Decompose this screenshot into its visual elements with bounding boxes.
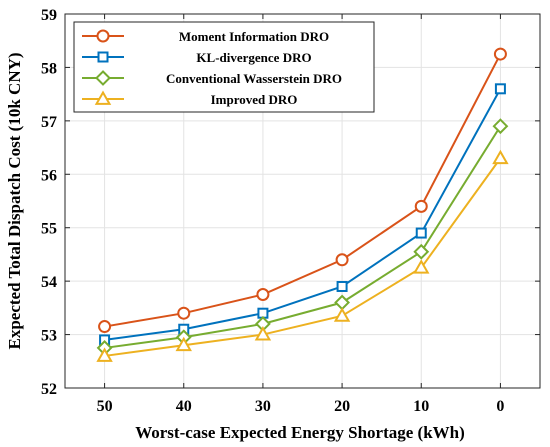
y-tick-label: 53: [41, 328, 57, 345]
data-point: [175, 336, 192, 352]
data-point: [335, 253, 349, 267]
x-tick-label: 30: [255, 398, 271, 415]
legend-label: Moment Information DRO: [179, 29, 329, 44]
x-tick-label: 20: [334, 398, 350, 415]
series-conventional-wasserstein-dro: [96, 118, 509, 356]
data-point: [413, 243, 430, 260]
series-line: [104, 53, 502, 328]
data-point: [414, 199, 428, 213]
legend-swatch-marker: [94, 90, 112, 105]
plot-border: [64, 13, 541, 389]
legend-label: Improved DRO: [211, 92, 298, 107]
data-point: [254, 326, 272, 341]
data-point: [415, 227, 427, 239]
data-point: [177, 306, 191, 320]
data-point: [96, 347, 113, 362]
legend-swatch-marker: [97, 51, 109, 63]
legend-swatch-marker: [96, 29, 110, 43]
series-line: [104, 157, 502, 357]
x-tick-label: 50: [97, 398, 113, 415]
y-tick-label: 55: [41, 221, 57, 238]
data-point: [336, 280, 348, 292]
x-tick-label: 10: [413, 398, 429, 415]
legend-label: Conventional Wasserstein DRO: [166, 71, 342, 86]
data-point: [492, 149, 509, 165]
y-tick-label: 54: [41, 274, 57, 291]
y-tick-label: 58: [41, 60, 57, 77]
legend-label: KL-divergence DRO: [196, 50, 311, 65]
series-improved-dro: [96, 149, 509, 362]
series-moment-information-dro: [98, 47, 507, 334]
y-tick-label: 57: [41, 114, 57, 131]
data-point: [413, 259, 430, 274]
y-tick-label: 59: [41, 7, 57, 24]
series-line: [104, 125, 502, 349]
series-layer: [96, 47, 509, 362]
data-point: [493, 47, 507, 61]
tick-labels: 52 53 54 55 56 57 58 59 50 40 30 20 10 0: [41, 7, 504, 415]
y-tick-label: 52: [41, 381, 57, 398]
data-point: [98, 320, 112, 334]
y-axis-label: Expected Total Dispatch Cost (10k CNY): [5, 52, 24, 349]
x-tick-label: 40: [176, 398, 192, 415]
y-tick-label: 56: [41, 167, 57, 184]
data-point: [333, 307, 351, 322]
x-axis-label: Worst-case Expected Energy Shortage (kWh…: [135, 423, 465, 442]
legend-swatch-marker: [95, 70, 111, 86]
data-point: [334, 294, 350, 311]
plot-frame: [64, 13, 541, 389]
legend: Moment Information DRO KL-divergence DRO C…: [73, 21, 375, 113]
x-tick-label: 0: [496, 398, 504, 415]
data-point: [256, 288, 270, 301]
series-line: [104, 88, 502, 341]
data-point: [494, 83, 506, 95]
data-point: [492, 118, 509, 135]
